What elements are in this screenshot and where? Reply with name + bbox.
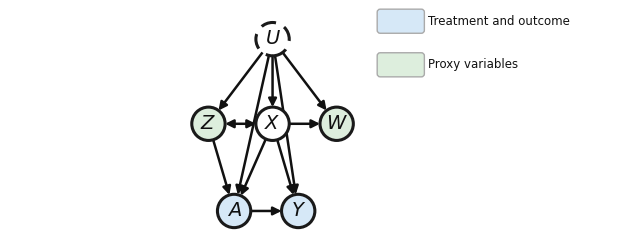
FancyBboxPatch shape (377, 53, 424, 77)
Circle shape (256, 23, 289, 56)
Text: $\mathit{U}$: $\mathit{U}$ (264, 30, 280, 48)
Text: Treatment and outcome: Treatment and outcome (428, 15, 570, 28)
Circle shape (320, 107, 353, 140)
Text: $\mathit{W}$: $\mathit{W}$ (326, 115, 348, 133)
Text: $\mathit{Z}$: $\mathit{Z}$ (200, 115, 216, 133)
Text: $\mathit{A}$: $\mathit{A}$ (227, 202, 242, 220)
Text: $\mathit{Y}$: $\mathit{Y}$ (291, 202, 306, 220)
Circle shape (256, 107, 289, 140)
Circle shape (282, 194, 315, 228)
Text: Proxy variables: Proxy variables (428, 58, 518, 71)
Circle shape (192, 107, 225, 140)
Text: $\mathit{X}$: $\mathit{X}$ (264, 115, 281, 133)
Circle shape (218, 194, 251, 228)
FancyBboxPatch shape (377, 9, 424, 33)
